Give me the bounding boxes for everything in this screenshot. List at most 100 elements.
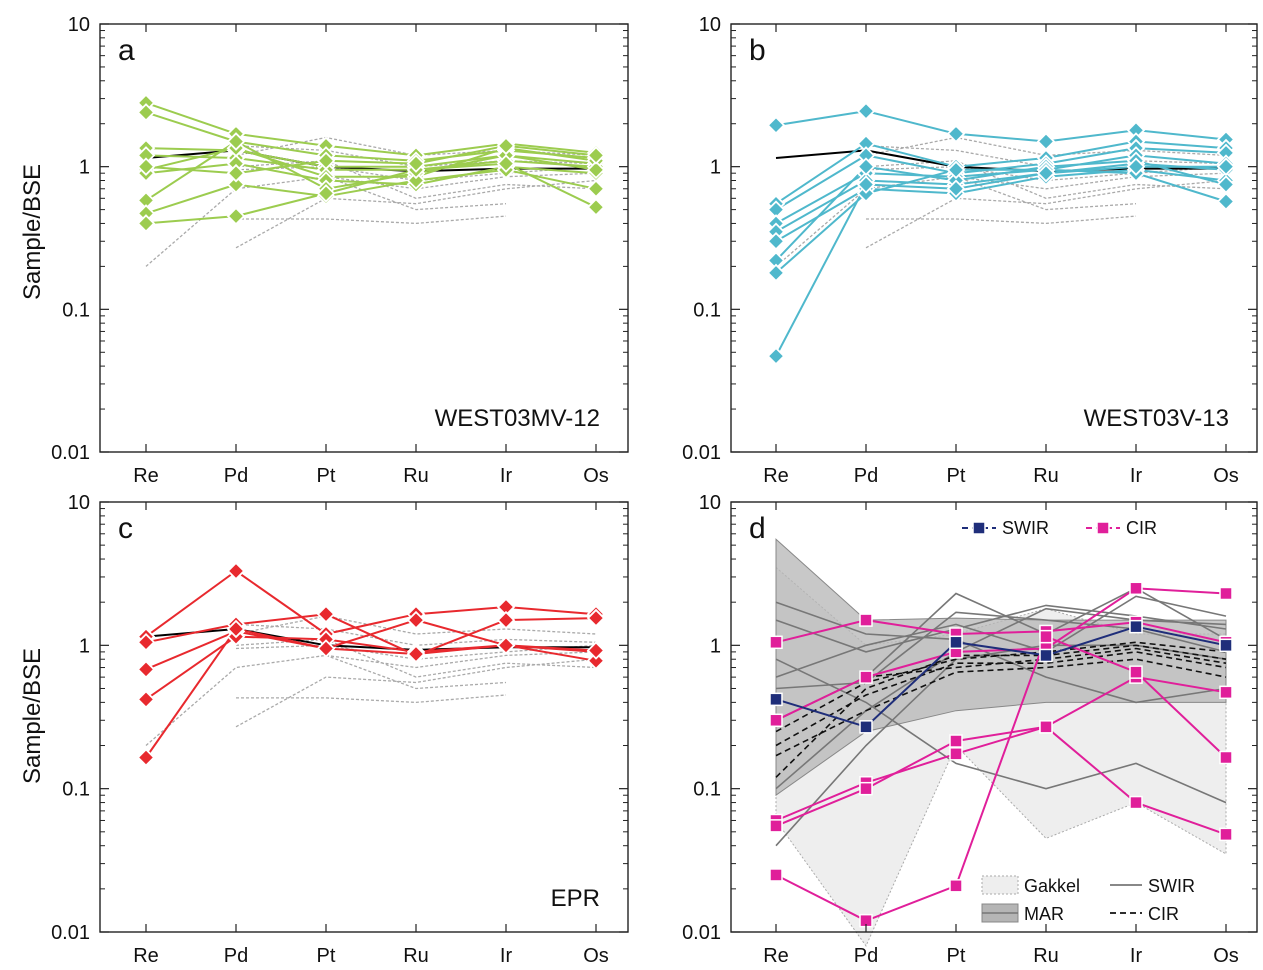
swir-data-point bbox=[1129, 619, 1143, 634]
swir-data-point bbox=[949, 635, 963, 650]
legend-label-swir: SWIR bbox=[1002, 518, 1049, 538]
reference-grey-line bbox=[145, 651, 597, 746]
cir-data-point bbox=[949, 879, 963, 893]
x-tick-label-ir: Ir bbox=[500, 465, 513, 487]
data-point-b bbox=[946, 160, 966, 180]
series-line-b bbox=[775, 110, 1227, 143]
panel-letter-b: b bbox=[749, 34, 766, 67]
swir-grey-line bbox=[775, 604, 1227, 653]
data-point-a bbox=[316, 151, 336, 171]
series-line-a bbox=[145, 101, 597, 157]
data-point-c bbox=[586, 651, 606, 671]
x-tick-label-pt: Pt bbox=[317, 945, 336, 967]
panel-c: 10 1 0.1 0.01 Re Pd Pt Ru Ir Os c EPR bbox=[51, 492, 629, 967]
legend-label-cir: CIR bbox=[1126, 518, 1157, 538]
reference-grey-line bbox=[865, 179, 1227, 249]
data-point-c bbox=[586, 608, 606, 628]
y-tick-label: 0.01 bbox=[682, 922, 721, 944]
y-tick-label: 1 bbox=[710, 635, 721, 657]
data-point-a bbox=[496, 154, 516, 173]
cir-data-point bbox=[859, 670, 873, 684]
data-point-c bbox=[136, 660, 156, 679]
sample-label-a: WEST03MV-12 bbox=[435, 405, 600, 432]
data-point-a bbox=[136, 103, 156, 122]
panel-d: 10 1 0.1 0.01 Re Pd Pt Ru Ir Os d SWIR CIR Gakkel MAR S… bbox=[682, 492, 1258, 967]
reference-grey-line bbox=[235, 615, 597, 635]
legend-marker-cir bbox=[1096, 521, 1110, 535]
data-point-a bbox=[136, 157, 156, 176]
data-point-c bbox=[316, 604, 336, 624]
data-point-b bbox=[1216, 157, 1236, 176]
cir-data-point bbox=[1219, 586, 1233, 601]
y-tick-label: 1 bbox=[79, 157, 90, 179]
cir-data-point bbox=[1129, 795, 1143, 810]
legend-swatch-gakkel bbox=[981, 875, 1019, 895]
legend-label-cir-dashed: CIR bbox=[1148, 904, 1179, 924]
y-tick-label: 0.01 bbox=[51, 922, 90, 944]
cir-dashed-line bbox=[775, 658, 1227, 757]
cir-data-point bbox=[1129, 665, 1143, 679]
cir-data-point bbox=[1219, 685, 1233, 700]
data-point-a bbox=[136, 214, 156, 233]
data-point-a bbox=[316, 184, 336, 203]
series-line-a bbox=[145, 144, 597, 175]
legend-label-mar: MAR bbox=[1024, 904, 1064, 924]
data-point-b bbox=[766, 231, 786, 251]
cir-data-point bbox=[769, 868, 783, 882]
x-tick-label-os: Os bbox=[1213, 945, 1239, 967]
panel-a: 10 1 0.1 0.01 Re Pd Pt Ru Ir Os a WEST03MV-12 bbox=[51, 14, 629, 487]
panel-letter-a: a bbox=[118, 34, 135, 67]
y-tick-label: 1 bbox=[79, 635, 90, 657]
reference-grey-line bbox=[325, 176, 507, 211]
series-line-b bbox=[775, 165, 1226, 357]
series-line-c bbox=[145, 635, 597, 701]
cir-dashed-line bbox=[775, 644, 1227, 778]
x-tick-label-pd: Pd bbox=[854, 465, 878, 487]
data-point-a bbox=[226, 175, 246, 194]
x-tick-label-pd: Pd bbox=[224, 945, 248, 967]
swir-data-point bbox=[1219, 638, 1233, 653]
data-point-c bbox=[586, 641, 606, 660]
data-point-b bbox=[856, 101, 876, 121]
plot-frame-a bbox=[99, 23, 629, 453]
x-tick-label-os: Os bbox=[1213, 465, 1239, 487]
cir-data-point bbox=[859, 613, 873, 627]
x-tick-label-re: Re bbox=[763, 945, 789, 967]
x-tick-label-ru: Ru bbox=[1033, 465, 1059, 487]
plot-frame-c bbox=[99, 501, 629, 933]
data-point-b bbox=[856, 157, 876, 176]
x-tick-label-os: Os bbox=[583, 465, 609, 487]
y-tick-label: 10 bbox=[699, 14, 721, 36]
swir-series-line bbox=[775, 625, 1227, 728]
cir-data-point bbox=[1219, 750, 1233, 765]
reference-grey-line bbox=[235, 658, 597, 728]
reference-grey-line bbox=[236, 694, 507, 704]
cir-data-point bbox=[769, 819, 783, 833]
x-tick-label-ir: Ir bbox=[500, 945, 513, 967]
swir-data-point bbox=[859, 720, 873, 734]
y-tick-label: 10 bbox=[699, 492, 721, 514]
cir-series-line bbox=[775, 676, 1227, 822]
cir-series-line bbox=[775, 587, 1227, 722]
series-line-c bbox=[145, 570, 597, 638]
cir-data-point bbox=[859, 781, 873, 796]
x-tick-label-ru: Ru bbox=[1033, 945, 1059, 967]
sample-label-c: EPR bbox=[551, 885, 600, 912]
swir-grey-line bbox=[775, 658, 1227, 804]
y-tick-label: 0.1 bbox=[693, 779, 721, 801]
x-tick-label-ru: Ru bbox=[403, 945, 429, 967]
data-point-b bbox=[1036, 132, 1056, 151]
cir-data-point bbox=[1039, 720, 1053, 734]
data-point-a bbox=[226, 206, 246, 226]
cir-data-point bbox=[769, 635, 783, 650]
y-tick-label: 0.1 bbox=[693, 299, 721, 321]
data-point-a bbox=[586, 197, 606, 217]
series-line-b bbox=[775, 168, 1227, 274]
cir-series-line bbox=[775, 619, 1227, 644]
plot-frame-b bbox=[730, 23, 1258, 453]
swir-grey-line bbox=[775, 607, 1227, 790]
series-line-b bbox=[775, 168, 1227, 243]
data-point-a bbox=[226, 132, 246, 151]
x-tick-label-re: Re bbox=[133, 945, 159, 967]
